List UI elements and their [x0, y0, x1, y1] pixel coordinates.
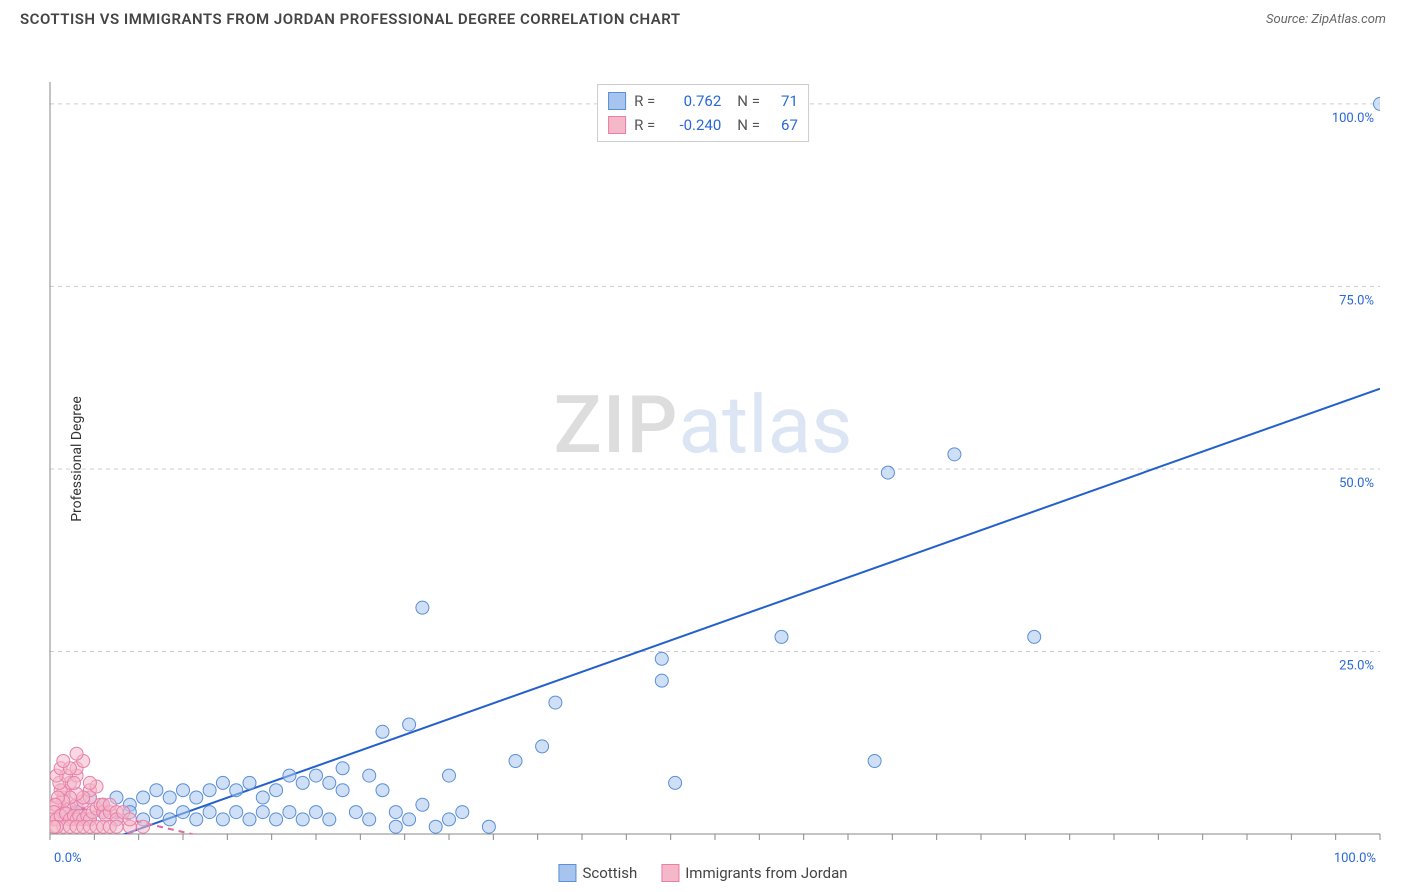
legend-swatch: [608, 92, 626, 110]
series-legend-item: Scottish: [558, 864, 637, 882]
svg-text:25.0%: 25.0%: [1339, 658, 1374, 673]
chart-header: SCOTTISH VS IMMIGRANTS FROM JORDAN PROFE…: [0, 0, 1406, 34]
r-value: -0.240: [663, 113, 721, 137]
stat-row: R = -0.240 N = 67: [608, 113, 798, 137]
svg-text:0.0%: 0.0%: [54, 851, 82, 866]
correlation-stats-legend: R = 0.762 N = 71 R = -0.240 N = 67: [597, 84, 809, 142]
series-label: Immigrants from Jordan: [685, 864, 847, 882]
n-label: N =: [737, 113, 760, 137]
n-value: 71: [768, 89, 798, 113]
scatter-chart-svg: 25.0% 50.0% 75.0% 100.0% 0.0% 100.0%: [0, 34, 1406, 884]
r-label: R =: [634, 113, 655, 137]
series-legend: Scottish Immigrants from Jordan: [558, 864, 847, 882]
legend-swatch: [558, 864, 576, 882]
legend-swatch: [608, 116, 626, 134]
r-value: 0.762: [663, 89, 721, 113]
chart-title: SCOTTISH VS IMMIGRANTS FROM JORDAN PROFE…: [20, 10, 681, 28]
r-label: R =: [634, 89, 655, 113]
stat-row: R = 0.762 N = 71: [608, 89, 798, 113]
svg-text:50.0%: 50.0%: [1339, 476, 1374, 491]
y-axis-label: Professional Degree: [69, 396, 85, 522]
chart-area: Professional Degree ZIPatlas 25.0%50.0%7…: [0, 34, 1406, 884]
n-value: 67: [768, 113, 798, 137]
svg-text:75.0%: 75.0%: [1339, 293, 1374, 308]
series-legend-item: Immigrants from Jordan: [661, 864, 847, 882]
series-label: Scottish: [582, 864, 637, 882]
chart-source: Source: ZipAtlas.com: [1266, 12, 1386, 27]
svg-text:100.0%: 100.0%: [1334, 851, 1376, 866]
n-label: N =: [737, 89, 760, 113]
svg-text:100.0%: 100.0%: [1332, 111, 1374, 126]
legend-swatch: [661, 864, 679, 882]
